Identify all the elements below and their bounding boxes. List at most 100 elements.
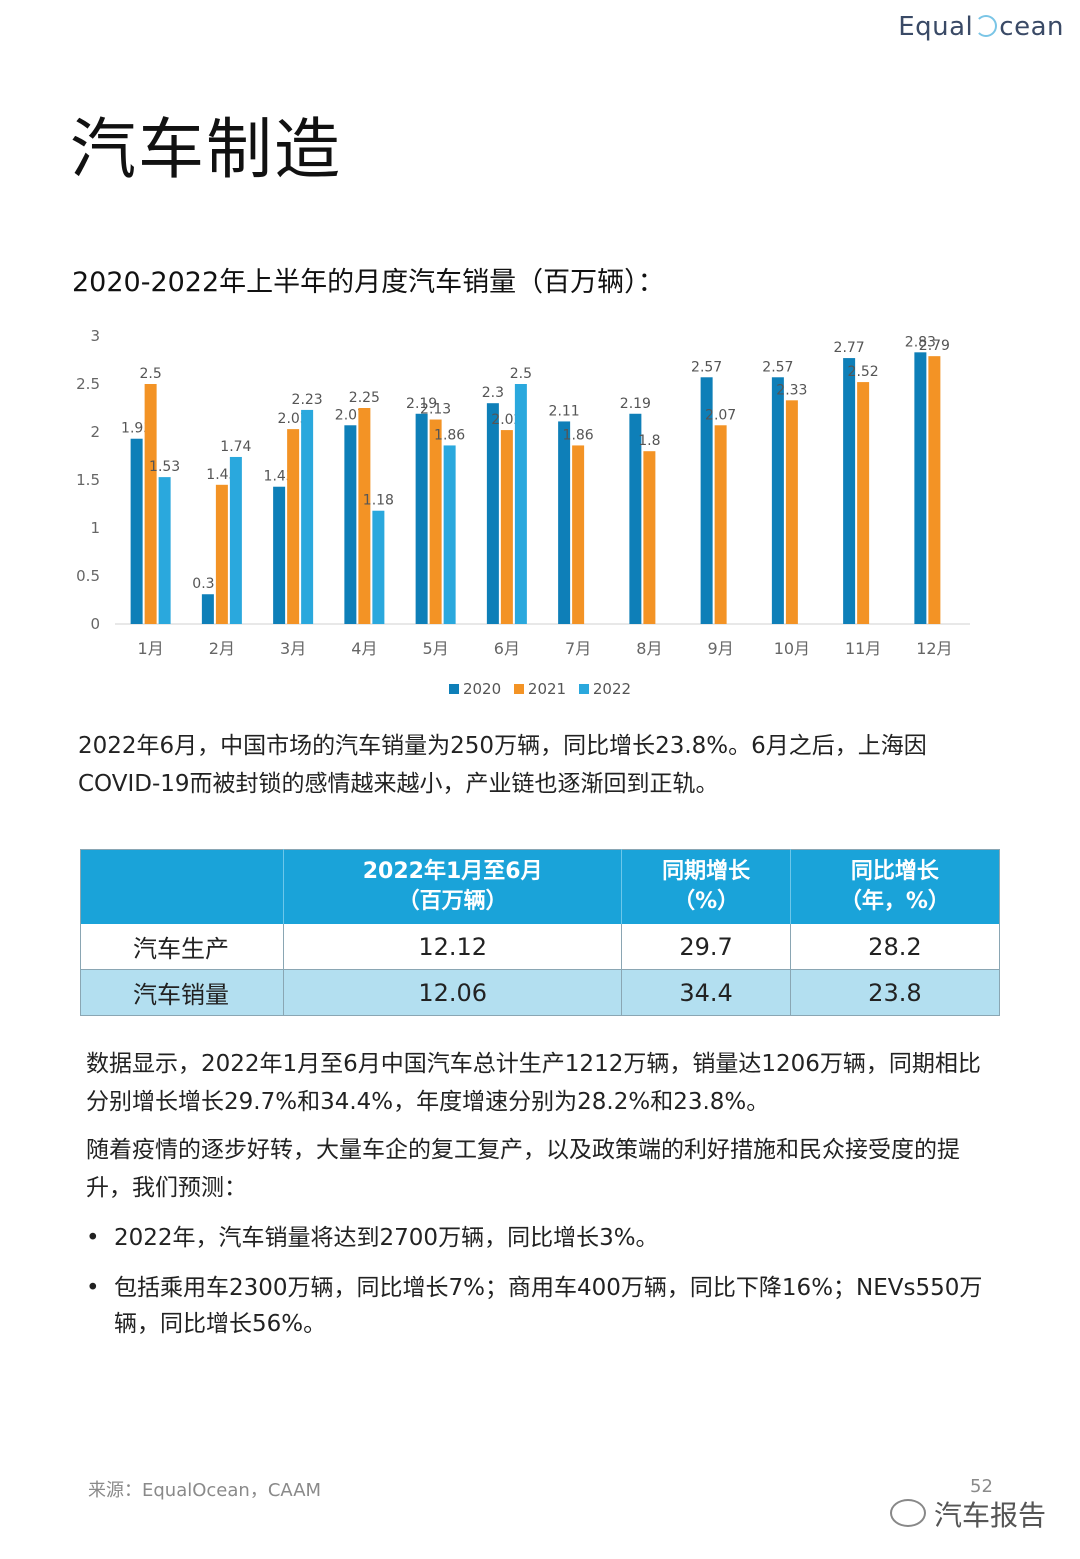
- table-header-row: 2022年1月至6月 （百万辆） 同期增长 （%） 同比增长 （年，%）: [80, 849, 1000, 924]
- x-tick-label: 6月: [494, 639, 520, 658]
- data-label-2020: 1.93: [121, 421, 152, 437]
- row-label: 汽车销量: [80, 969, 284, 1016]
- bar-2022: [229, 456, 242, 624]
- bar-2021: [287, 429, 300, 624]
- bar-2020: [629, 413, 642, 624]
- paragraph-june-sales: 2022年6月，中国市场的汽车销量为250万辆，同比增长23.8%。6月之后，上…: [78, 733, 927, 797]
- paragraph-forecast-intro: 随着疫情的逐步好转，大量车企的复工复产，以及政策端的利好措施和民众接受度的提升，…: [86, 1137, 960, 1201]
- cell-yoy-growth: 28.2: [790, 924, 1001, 970]
- list-item: • 包括乘用车2300万辆，同比增长7%；商用车400万辆，同比下降16%；NE…: [86, 1270, 986, 1342]
- data-label-2021: 2.33: [776, 382, 807, 398]
- table-header-period-growth: 同期增长 （%）: [621, 849, 791, 924]
- x-tick-label: 1月: [138, 639, 164, 658]
- wechat-icon: [889, 1499, 926, 1527]
- data-label-2020: 2.77: [834, 340, 865, 356]
- source-note: 来源：EqualOcean，CAAM: [88, 1480, 322, 1501]
- x-tick-label: 5月: [423, 639, 449, 658]
- data-label-2021: 2.07: [705, 407, 736, 423]
- bar-2020: [843, 358, 856, 624]
- bar-2021: [714, 425, 727, 624]
- data-label-2020: 2.57: [762, 359, 793, 375]
- table-header-yoy-growth: 同比增长 （年，%）: [790, 849, 1000, 924]
- bar-2021: [785, 400, 798, 624]
- data-label-2021: 1.45: [206, 467, 237, 483]
- logo-o-icon: [975, 15, 998, 37]
- data-label-2021: 2.13: [420, 402, 451, 418]
- bar-2021: [358, 408, 371, 624]
- page-title: 汽车制造: [70, 111, 342, 188]
- data-label-2022: 1.86: [434, 427, 465, 443]
- legend-swatch-2020: [448, 684, 459, 694]
- bar-2020: [700, 377, 713, 624]
- data-label-2020: 2.57: [691, 359, 722, 375]
- data-label-2021: 2.03: [278, 411, 309, 427]
- bar-2021: [928, 356, 941, 624]
- production-sales-table: 2022年1月至6月 （百万辆） 同期增长 （%） 同比增长 （年，%） 汽车生产 1…: [80, 849, 1001, 1016]
- cell-period-growth: 29.7: [621, 924, 791, 970]
- data-label-2020: 2.83: [905, 334, 936, 350]
- data-label-2021: 2.02: [491, 412, 522, 428]
- x-tick-label: 8月: [636, 639, 662, 658]
- bar-2020: [344, 425, 357, 624]
- data-label-2021: 1.8: [638, 433, 660, 449]
- bar-2022: [301, 409, 314, 624]
- bar-2020: [130, 438, 143, 624]
- bar-2022: [443, 445, 456, 624]
- bar-2020: [914, 352, 927, 624]
- wechat-watermark: 汽车报告: [889, 1494, 1046, 1534]
- y-tick-label: 0.5: [76, 567, 100, 585]
- paragraph-data-summary: 数据显示，2022年1月至6月中国汽车总计生产1212万辆，销量达1206万辆，…: [86, 1051, 981, 1115]
- bar-2021: [215, 484, 228, 624]
- equalocean-logo: Equal cean: [898, 12, 1064, 42]
- data-label-2020: 1.43: [264, 469, 295, 485]
- bullet-icon: •: [86, 1225, 100, 1251]
- y-tick-label: 3: [90, 327, 100, 345]
- cell-period-growth: 34.4: [621, 969, 791, 1016]
- bar-2021: [500, 430, 513, 624]
- data-label-2020: 2.11: [549, 403, 580, 419]
- y-tick-label: 0: [90, 615, 100, 633]
- data-label-2022: 2.23: [292, 392, 323, 408]
- bar-2021: [572, 445, 585, 624]
- bar-2020: [486, 403, 499, 624]
- bar-2022: [372, 510, 385, 624]
- x-tick-label: 7月: [565, 639, 591, 658]
- legend-item-2022: 2022: [578, 680, 631, 698]
- row-label: 汽车生产: [80, 924, 284, 970]
- data-label-2020: 2.3: [482, 385, 504, 401]
- table-row: 汽车生产 12.12 29.7 28.2: [80, 924, 1001, 970]
- bar-2021: [643, 451, 656, 624]
- x-tick-label: 10月: [774, 639, 810, 658]
- bar-2020: [201, 594, 214, 624]
- cell-volume: 12.06: [283, 969, 623, 1016]
- legend-swatch-2022: [578, 684, 589, 694]
- bar-2022: [158, 477, 171, 624]
- data-label-2022: 1.74: [220, 439, 251, 455]
- bullet-icon: •: [86, 1275, 100, 1301]
- chart-title: 2020-2022年上半年的月度汽车销量（百万辆）：: [72, 267, 665, 298]
- bullet-text: 2022年，汽车销量将达到2700万辆，同比增长3%。: [114, 1225, 659, 1251]
- table-header-blank: [80, 849, 284, 924]
- table-header-volume: 2022年1月至6月 （百万辆）: [283, 849, 623, 924]
- data-label-2022: 1.18: [363, 493, 394, 509]
- x-tick-label: 3月: [280, 639, 306, 658]
- x-tick-label: 2月: [209, 639, 235, 658]
- bar-2022: [514, 384, 527, 624]
- list-item: • 2022年，汽车销量将达到2700万辆，同比增长3%。: [86, 1220, 986, 1256]
- data-label-2020: 0.31: [192, 576, 223, 592]
- bar-2021: [144, 384, 157, 624]
- y-tick-label: 1: [90, 519, 100, 537]
- cell-yoy-growth: 23.8: [790, 969, 1001, 1016]
- data-label-2021: 2.5: [139, 366, 161, 382]
- chart-legend: 2020 2021 2022: [0, 680, 1080, 698]
- data-label-2022: 1.53: [149, 459, 180, 475]
- monthly-sales-bar-chart: 0 0.5 1 1.5 2 2.5 3 1月 1.93 2.5 1.53 2月 0.31 1.45 1.74…: [76, 327, 970, 658]
- bar-2021: [429, 419, 442, 624]
- legend-item-2020: 2020: [448, 680, 501, 698]
- data-label-2021: 2.79: [919, 338, 950, 354]
- legend-swatch-2021: [513, 684, 524, 694]
- page-number: 52: [970, 1476, 993, 1497]
- x-tick-label: 4月: [351, 639, 377, 658]
- x-tick-label: 11月: [845, 639, 881, 658]
- data-label-2021: 1.86: [563, 427, 594, 443]
